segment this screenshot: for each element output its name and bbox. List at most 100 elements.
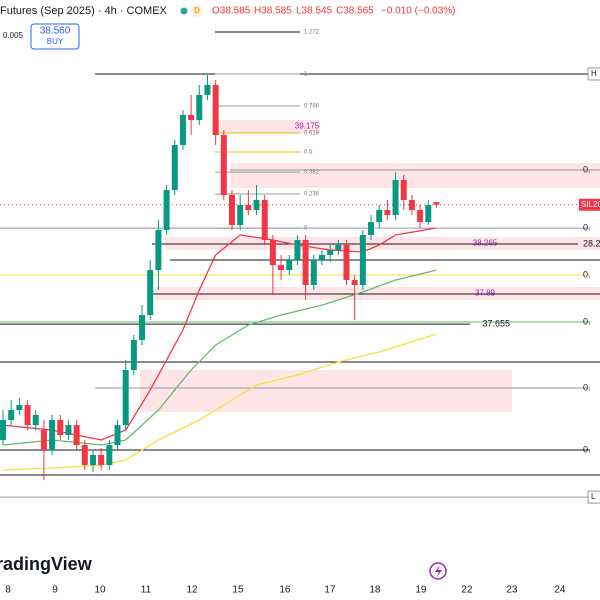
candle-body [384,209,391,215]
ohlc-open: O38.585 [212,6,251,17]
x-tick-label: 22 [461,585,473,596]
status-dot [180,7,188,15]
candle-body [114,425,121,446]
candle-body [57,419,64,436]
candle-body [65,425,72,436]
candle-body [335,245,342,250]
x-tick-label: 19 [415,585,427,596]
x-tick-label: 23 [506,585,518,596]
level-right-label: 0. [583,382,591,392]
candle-body [417,209,424,223]
spread: 0.005 [3,31,24,40]
level-right-label: 28.2 [583,238,600,248]
zone [140,369,512,412]
level-right-label: 0. [583,222,591,232]
fib-label: 0 [304,226,308,232]
x-tick-label: 16 [279,585,291,596]
level-right-label: 0. [583,269,591,279]
candle-body [106,445,113,466]
candle-body [425,205,432,223]
candle-body [212,84,219,135]
zone-label: 37.89 [475,289,496,298]
ohlc-close: C38.565 [336,6,374,17]
badge: D [194,6,200,15]
candle-body [237,205,244,226]
candle-body [171,145,178,191]
candle-body [49,419,56,451]
candle-body [130,339,137,370]
buy-label[interactable]: BUY [47,37,64,46]
last-price-label: SIL20 [581,200,600,209]
fib-label: 0.236 [304,192,320,198]
candle-body [253,200,260,210]
fib-label: 1 [304,72,308,78]
candle-body [278,265,285,271]
candle-body [122,369,129,426]
buy-button[interactable] [30,23,80,50]
candle-body [408,200,415,210]
fib-label: 0.618 [304,131,320,137]
candle-body [261,200,268,241]
candle-body [368,222,375,236]
candle-body [163,190,170,231]
candle-body [32,414,39,426]
candle-body [0,419,7,441]
candle-body [376,209,383,223]
moving-average [2,227,437,441]
candle-body [245,205,252,210]
candle-body [98,454,105,466]
x-tick-label: 10 [94,585,106,596]
ohlc-low: L38.545 [296,6,333,17]
fib-label: 0.786 [304,104,320,110]
candle-body [310,259,317,286]
level-badge [587,67,600,81]
lightning-bolt [435,565,442,578]
logo: radingView [0,554,93,574]
zone-label: 39.175 [295,122,320,131]
x-tick-label: 18 [369,585,381,596]
plot-area: 39.175 38.265 37.89 H 0. 0. 28.2 0. 0. 37.655 0. 0.… [0,30,600,596]
candle-body [8,410,15,420]
x-tick-label: 11 [141,585,152,596]
level-right-label: 0. [583,444,591,454]
symbol-title: Futures (Sep 2025) · 4h · COMEX [0,5,168,17]
zone [230,163,600,188]
level-right-label: 0. [583,164,591,174]
candle-body [73,425,80,446]
level-label: 37.655 [482,318,510,328]
candle-body [229,195,236,226]
candle-body [16,405,23,411]
ohlc-high: H38.585 [254,6,292,17]
zone [215,120,320,133]
last-price-badge [579,198,600,211]
x-tick-label: 15 [232,585,244,596]
candle-body [147,270,154,316]
lightning-icon[interactable] [429,562,447,580]
badge-circle [191,5,203,17]
zone [155,286,600,300]
candle-body [40,430,47,451]
candle-body [269,240,276,266]
buy-price[interactable]: 38.560 [40,26,71,37]
candle-body [294,240,301,260]
level-right-label: H [591,69,597,78]
candle-body [155,230,162,271]
candle-body [351,280,358,286]
candle-body [204,84,211,95]
x-tick-label: 9 [52,585,58,596]
candle-body [286,259,293,271]
zone-label: 38.265 [473,239,498,248]
fib-label: 1.272 [304,30,320,36]
candle-body [359,235,366,286]
fib-label: 0.5 [304,150,313,156]
candle-body [196,94,203,121]
change: −0.010 (−0.03%) [381,6,456,17]
level-right-label: L [591,492,596,501]
candle-body [89,454,96,466]
x-tick-label: 8 [5,585,11,596]
candle-body [302,240,309,286]
x-tick-label: 17 [324,585,336,596]
candle-body [327,249,334,255]
candle-body [400,179,407,201]
